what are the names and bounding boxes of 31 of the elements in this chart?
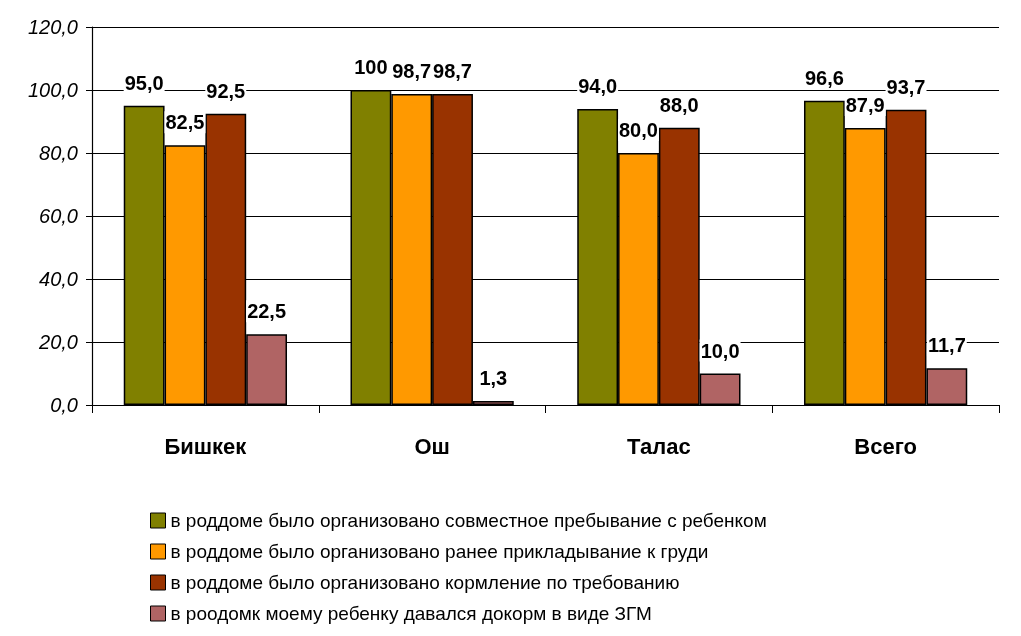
- y-tick-label: 80,0: [39, 142, 78, 164]
- data-label: 94,0: [578, 74, 618, 97]
- y-tick-label: 100,0: [27, 79, 78, 101]
- x-tick-label: Бишкек: [164, 433, 248, 459]
- data-label: 22,5: [247, 300, 287, 323]
- legend-label: в роддоме было организовано совместное пребывание с ребенком: [170, 510, 767, 531]
- data-label: 11,7: [927, 334, 966, 357]
- x-tick-label: Талас: [627, 433, 691, 459]
- data-label: 87,9: [845, 94, 885, 117]
- legend-label: в роодомк моему ребенку давался докорм в виде ЗГМ: [170, 603, 652, 624]
- data-label: 92,5: [206, 79, 246, 102]
- data-label: 80,0: [619, 119, 658, 141]
- data-label: 88,0: [659, 93, 699, 116]
- data-label: 1,3: [479, 366, 508, 389]
- data-label: 93,7: [886, 75, 926, 98]
- data-label: 98,7: [433, 60, 472, 83]
- data-label: 100: [354, 56, 388, 78]
- data-label: 98,7: [392, 60, 432, 83]
- data-label: 10,0: [700, 339, 740, 362]
- x-tick-label: Всего: [854, 433, 917, 459]
- y-tick-label: 120,0: [27, 16, 78, 38]
- data-label: 96,6: [804, 66, 844, 89]
- y-tick-label: 60,0: [39, 205, 78, 227]
- x-tick-label: Ош: [414, 433, 450, 459]
- y-tick-label: 40,0: [39, 268, 78, 290]
- legend-label: в роддоме было организовано кормление по требованию: [170, 572, 680, 593]
- y-tick-label: 0,0: [50, 394, 78, 416]
- data-label: 82,5: [165, 111, 205, 134]
- data-label: 95,0: [124, 71, 164, 94]
- y-tick-label: 20,0: [38, 331, 78, 353]
- legend-label: в роддоме было организовано ранее прикладывание к груди: [170, 541, 709, 562]
